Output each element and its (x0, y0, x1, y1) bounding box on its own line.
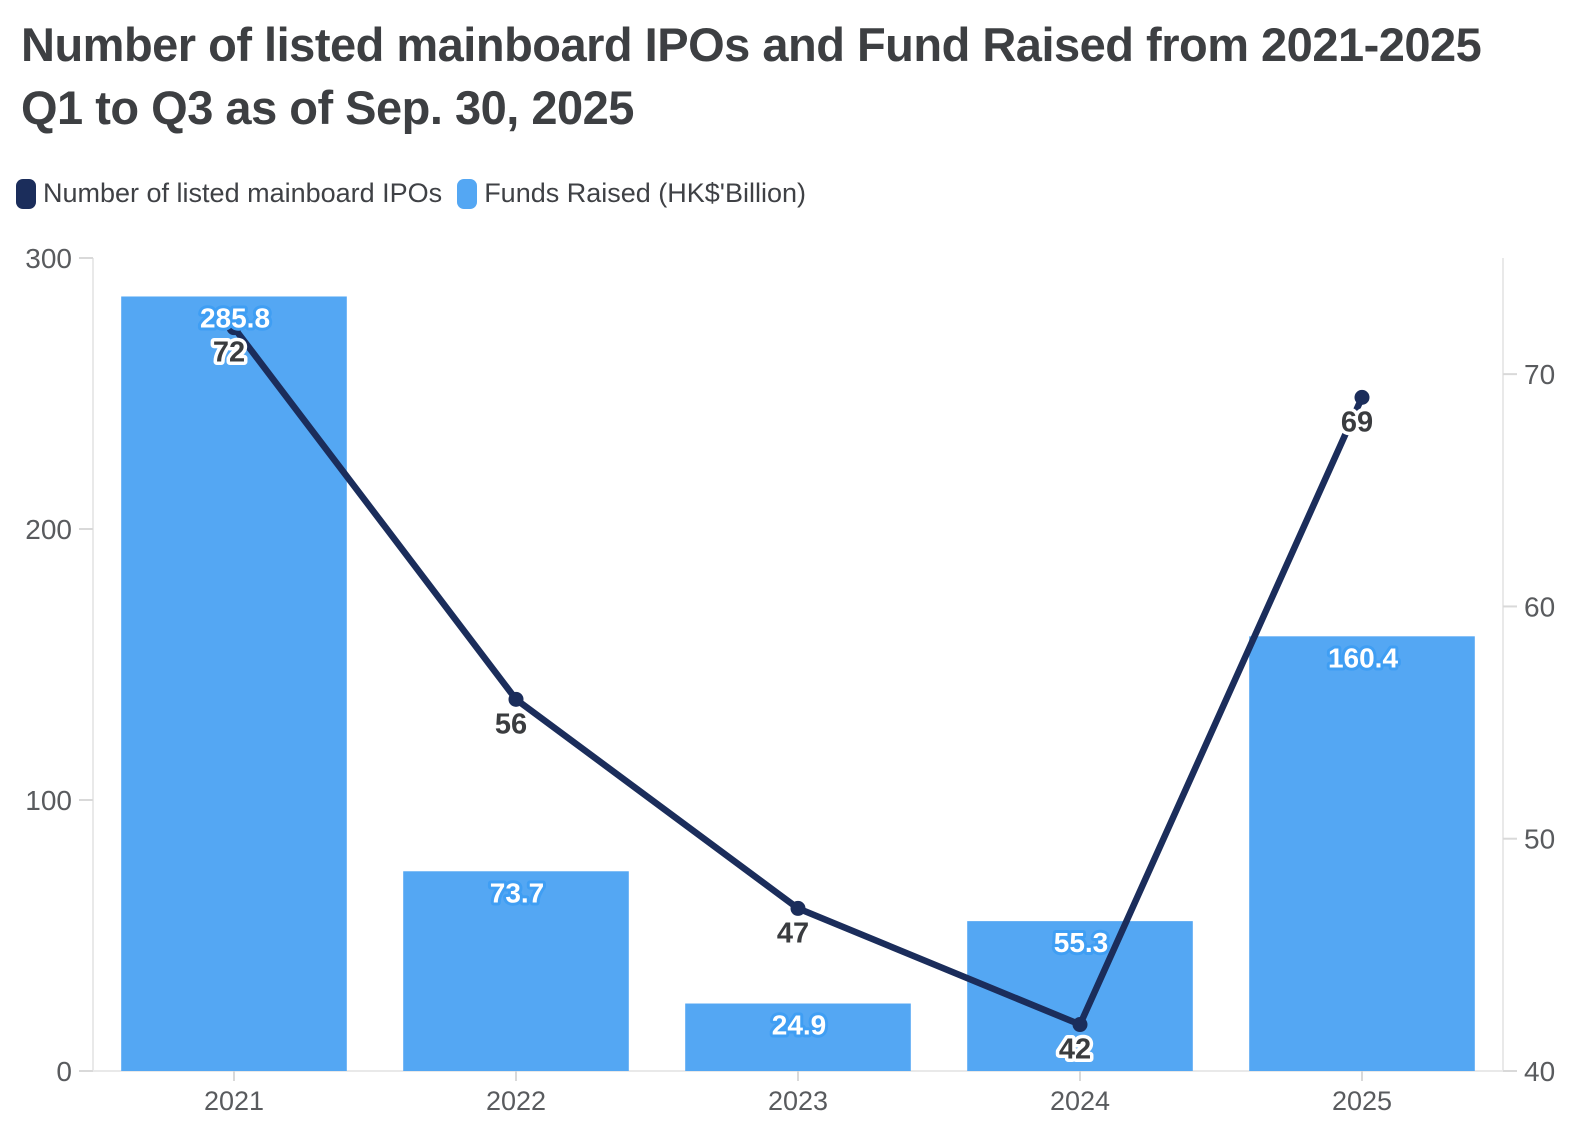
y-axis-left-label-200: 200 (25, 514, 72, 545)
bar-2025 (1249, 636, 1475, 1071)
legend-swatch-ipos-icon (16, 178, 36, 209)
x-axis-label-2025: 2025 (1332, 1086, 1392, 1116)
point-label-2024: 42 (1059, 1034, 1091, 1066)
point-2024 (1072, 1017, 1088, 1033)
chart-title: Number of listed mainboard IPOs and Fund… (21, 18, 1482, 134)
x-axis-label-2023: 2023 (768, 1086, 828, 1116)
y-axis-left-label-300: 300 (25, 243, 72, 274)
legend-label-ipos: Number of listed mainboard IPOs (43, 178, 443, 208)
point-label-2021: 72 (213, 337, 245, 369)
legend-item-ipos[interactable]: Number of listed mainboard IPOs (16, 178, 442, 209)
legend-swatch-funds-icon (457, 178, 478, 209)
y-axis-right-label-50: 50 (1524, 824, 1555, 855)
point-2023 (790, 900, 806, 916)
y-axis-left-label-0: 0 (56, 1056, 72, 1087)
y-axis-right-label-60: 60 (1524, 591, 1555, 622)
chart-legend: Number of listed mainboard IPOs Funds Ra… (16, 178, 806, 209)
point-label-2023: 47 (777, 917, 809, 949)
bar-label-2025: 160.4 (1328, 642, 1398, 673)
point-label-2022: 56 (495, 708, 527, 740)
y-axis-right-label-70: 70 (1524, 359, 1555, 390)
point-label-2025: 69 (1341, 406, 1373, 438)
bar-2021 (121, 296, 347, 1071)
bar-label-2021: 285.8 (200, 302, 270, 333)
legend-label-funds: Funds Raised (HK$'Billion) (484, 178, 806, 208)
legend-item-funds[interactable]: Funds Raised (HK$'Billion) (457, 178, 806, 209)
bar-label-2023: 24.9 (772, 1010, 827, 1041)
point-2025 (1354, 389, 1370, 405)
y-axis-left-label-100: 100 (25, 785, 72, 816)
x-axis-label-2024: 2024 (1050, 1086, 1110, 1116)
bar-label-2022: 73.7 (490, 877, 545, 908)
bar-2023 (685, 1003, 911, 1071)
bar-2022 (403, 871, 629, 1071)
point-2022 (508, 691, 524, 707)
x-axis-label-2022: 2022 (486, 1086, 546, 1116)
x-axis-label-2021: 2021 (204, 1086, 264, 1116)
point-2021 (226, 320, 242, 336)
bar-label-2024: 55.3 (1054, 927, 1109, 958)
y-axis-right-label-40: 40 (1524, 1056, 1555, 1087)
